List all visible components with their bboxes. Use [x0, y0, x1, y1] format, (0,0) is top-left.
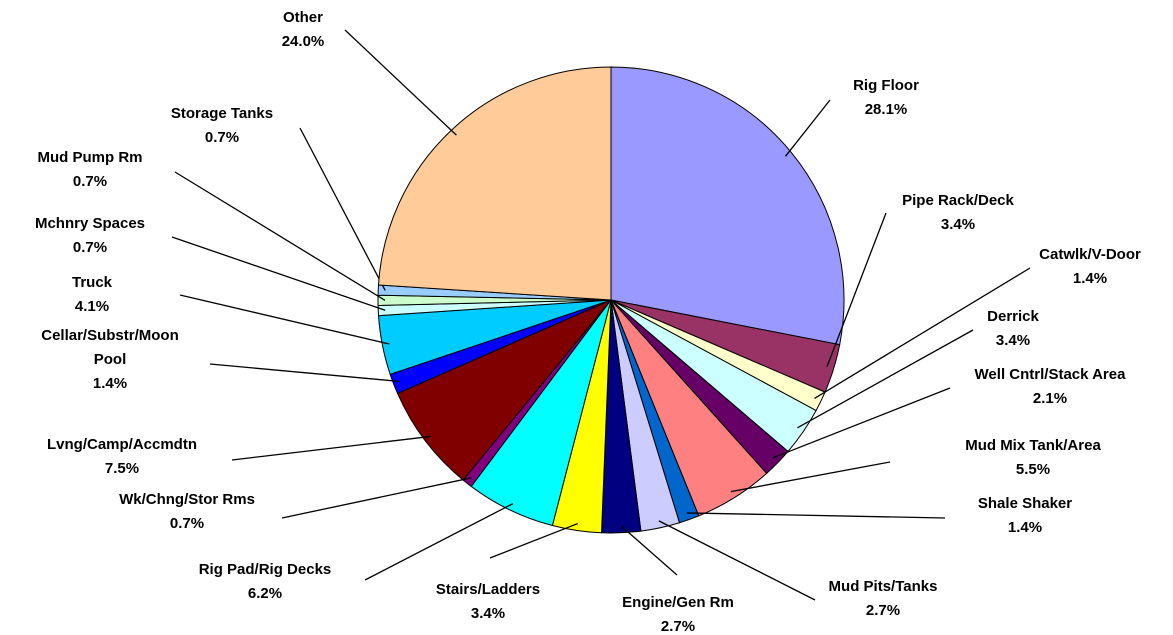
- slice-value: 1.4%: [1072, 270, 1108, 287]
- leader-line: [658, 520, 816, 601]
- slice-label: Rig Pad/Rig Decks 6.2%: [165, 558, 365, 606]
- slice-value: 0.7%: [169, 515, 205, 532]
- leader-line: [364, 503, 514, 581]
- leader-line: [209, 363, 401, 383]
- slice-value: 6.2%: [247, 585, 283, 602]
- slice-name: Rig Pad/Rig Decks: [198, 561, 332, 578]
- leader-line: [826, 212, 887, 367]
- slice-name: Stairs/Ladders: [435, 581, 541, 598]
- slice-value: 3.4%: [940, 216, 976, 233]
- slice-value: 0.7%: [204, 129, 240, 146]
- slice-name: Mud Mix Tank/Area: [965, 437, 1101, 454]
- slice-value: 28.1%: [864, 101, 908, 118]
- slice-label: Mud Pump Rm 0.7%: [0, 146, 190, 194]
- slice-name: Pipe Rack/Deck: [902, 192, 1014, 209]
- slice-name: Truck: [71, 274, 113, 291]
- slice-name: Engine/Gen Rm: [622, 594, 734, 611]
- leader-line: [231, 435, 431, 461]
- slice-label: Wk/Chng/Stor Rms 0.7%: [87, 488, 287, 536]
- slice-value: 3.4%: [470, 605, 506, 622]
- slice-label: Mud Pits/Tanks 2.7%: [783, 575, 983, 623]
- leader-line: [730, 461, 891, 493]
- leader-line: [174, 171, 386, 301]
- leader-line: [281, 477, 472, 519]
- leader-line: [171, 236, 386, 311]
- leader-line: [686, 512, 946, 519]
- slice-label: Rig Floor 28.1%: [786, 74, 986, 122]
- slice-label: Storage Tanks 0.7%: [122, 102, 322, 150]
- slice-name: Catwlk/V-Door: [1039, 246, 1141, 263]
- slice-name: Well Cntrl/Stack Area: [974, 366, 1126, 383]
- slice-label: Other 24.0%: [203, 6, 403, 54]
- slice-label: Truck 4.1%: [0, 271, 192, 319]
- slice-label: Lvng/Camp/Accmdtn 7.5%: [22, 433, 222, 481]
- leader-line: [299, 127, 386, 291]
- leader-line: [797, 329, 974, 429]
- slice-name: Lvng/Camp/Accmdtn: [46, 436, 197, 453]
- slice-value: 0.7%: [72, 173, 108, 190]
- slice-value: 2.1%: [1032, 390, 1068, 407]
- leader-line: [489, 522, 579, 559]
- slice-value: 1.4%: [92, 375, 128, 392]
- slice-value: 0.7%: [72, 239, 108, 256]
- slice-label: Catwlk/V-Door 1.4%: [990, 243, 1173, 291]
- slice-name: Mud Pump Rm: [37, 149, 143, 166]
- slice-label: Mchnry Spaces 0.7%: [0, 212, 190, 260]
- leader-line: [344, 29, 457, 136]
- slice-label: Well Cntrl/Stack Area 2.1%: [930, 363, 1170, 411]
- slice-value: 24.0%: [281, 33, 325, 50]
- slice-name: Other: [282, 9, 323, 26]
- slice-value: 1.4%: [1007, 519, 1043, 536]
- slice-label: Stairs/Ladders 3.4%: [388, 578, 588, 626]
- slice-name: Mud Pits/Tanks: [828, 578, 938, 595]
- slice-label: Mud Mix Tank/Area 5.5%: [933, 434, 1133, 482]
- slice-value: 4.1%: [74, 298, 110, 315]
- slice-value: 2.7%: [660, 618, 696, 635]
- leader-line: [784, 99, 831, 157]
- pie-slice: [610, 66, 845, 346]
- slice-label: Pipe Rack/Deck 3.4%: [858, 189, 1058, 237]
- slice-name: Mchnry Spaces: [34, 215, 146, 232]
- pie-slice: [377, 66, 612, 301]
- pie-slice: [396, 299, 612, 481]
- slice-label: Cellar/Substr/Moon Pool 1.4%: [25, 324, 195, 396]
- slice-name: Cellar/Substr/Moon Pool: [41, 327, 179, 368]
- leader-line: [620, 525, 678, 576]
- slice-value: 5.5%: [1015, 461, 1051, 478]
- leader-line: [772, 387, 951, 459]
- slice-name: Wk/Chng/Stor Rms: [119, 491, 255, 508]
- slice-name: Rig Floor: [853, 77, 919, 94]
- slice-label: Engine/Gen Rm 2.7%: [578, 591, 778, 635]
- slice-label: Shale Shaker 1.4%: [925, 492, 1125, 540]
- slice-label: Derrick 3.4%: [913, 305, 1113, 353]
- slice-name: Derrick: [987, 308, 1039, 325]
- leader-line: [179, 294, 390, 345]
- slice-name: Storage Tanks: [170, 105, 274, 122]
- leader-line: [814, 267, 1031, 399]
- slice-value: 2.7%: [865, 602, 901, 619]
- slice-value: 3.4%: [995, 332, 1031, 349]
- slice-name: Shale Shaker: [977, 495, 1073, 512]
- slice-value: 7.5%: [104, 460, 140, 477]
